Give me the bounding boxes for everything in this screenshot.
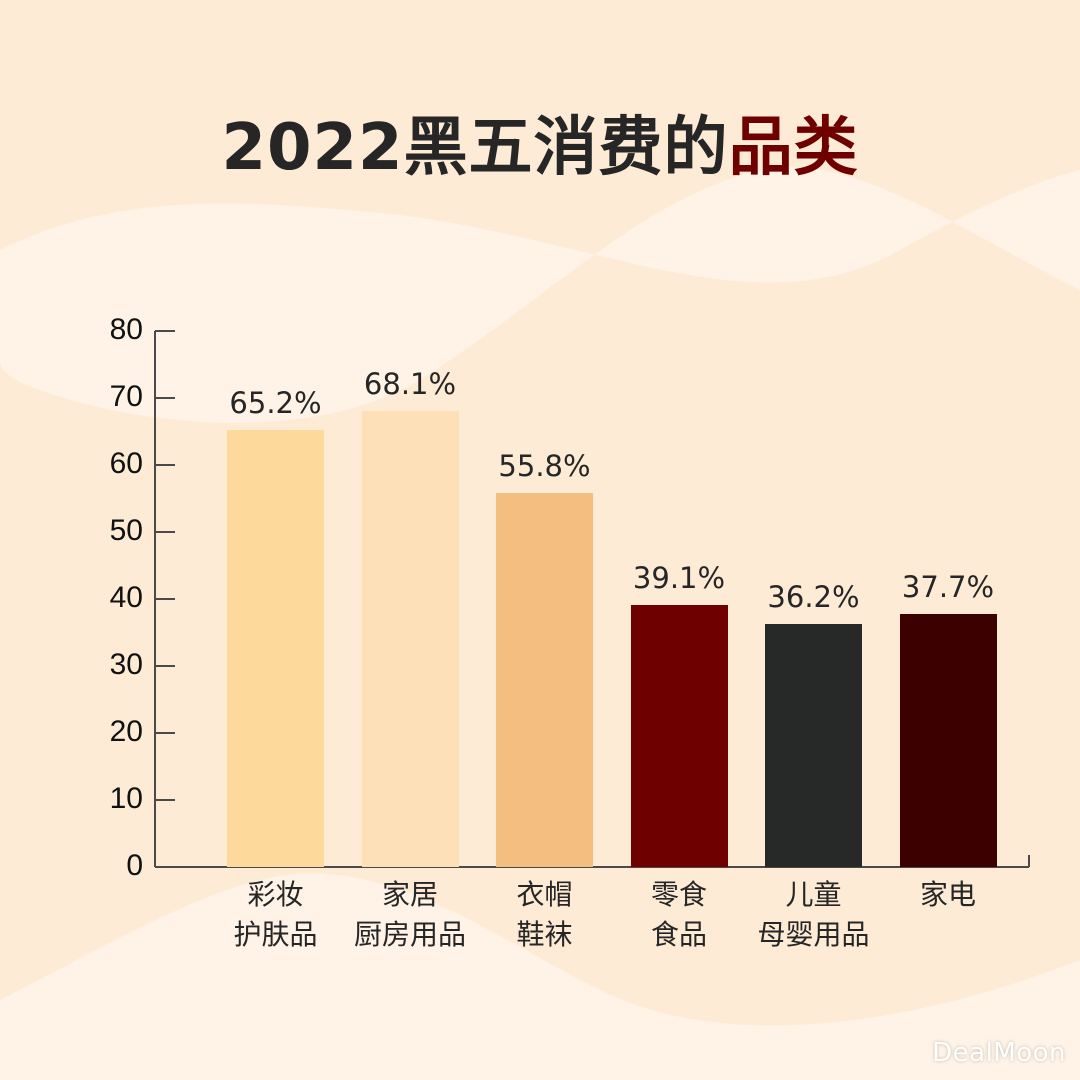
category-label-line: 护肤品: [233, 918, 318, 951]
bar-1: [361, 410, 459, 867]
category-label: 家居 厨房用品: [335, 875, 485, 955]
bar-3: [630, 605, 728, 867]
category-label-line: 零食: [650, 878, 707, 911]
y-tick-label: 20: [109, 715, 143, 748]
category-label-line: 衣帽: [516, 878, 573, 911]
category-label-line: 儿童: [785, 878, 842, 911]
category-label-line: 食品: [650, 918, 707, 951]
category-label: 家电: [873, 875, 1023, 955]
bar-value-label: 36.2%: [767, 580, 860, 615]
y-tick-label: 70: [109, 380, 143, 413]
category-label-line: [873, 915, 1023, 955]
bar-2: [496, 493, 593, 867]
y-tick-label: 60: [109, 447, 143, 480]
category-label-line: 鞋袜: [516, 918, 573, 951]
y-tick-label: 10: [109, 782, 143, 815]
title-prefix: 2022黑五消费的: [221, 111, 729, 185]
bar-0: [227, 430, 324, 867]
category-label-line: 彩妆: [247, 878, 304, 911]
bar-value-label: 39.1%: [632, 561, 726, 596]
y-tick-label: 40: [109, 581, 143, 614]
category-label: 儿童 母婴用品: [739, 875, 889, 955]
category-label: 彩妆 护肤品: [201, 875, 351, 955]
title-accent: 品类: [728, 111, 859, 185]
bar-4: [765, 624, 862, 867]
category-label-line: 家电: [919, 878, 976, 911]
bar-value-label: 68.1%: [363, 366, 457, 401]
category-label: 衣帽 鞋袜: [470, 875, 620, 955]
bar-value-label: 37.7%: [901, 570, 995, 605]
y-tick-label: 30: [109, 648, 143, 681]
dealmoon-watermark: DealMoon: [932, 1038, 1066, 1068]
bar-5: [899, 614, 997, 867]
bar-value-label: 65.2%: [229, 386, 322, 421]
y-tick-label: 80: [109, 313, 143, 346]
category-label-line: 家居: [381, 878, 438, 911]
y-tick-label: 50: [109, 514, 143, 547]
category-label-line: 母婴用品: [757, 918, 870, 951]
category-label: 零食 食品: [604, 875, 754, 955]
bar-value-label: 55.8%: [498, 449, 591, 484]
y-tick-label: 0: [126, 849, 143, 882]
category-label-line: 厨房用品: [353, 918, 466, 951]
chart-title: 2022黑五消费的品类: [0, 96, 1080, 188]
